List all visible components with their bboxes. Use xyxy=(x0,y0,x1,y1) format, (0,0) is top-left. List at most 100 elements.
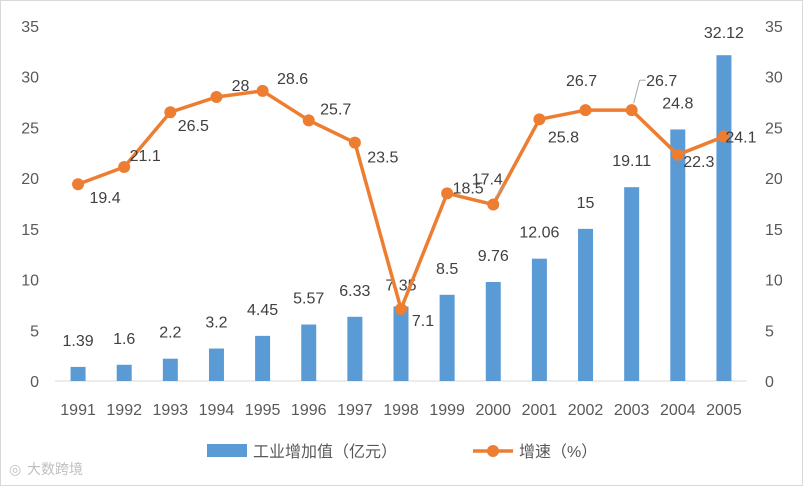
right-tick-label: 25 xyxy=(765,120,783,137)
line-data-label: 26.7 xyxy=(566,73,597,90)
label-leader-line xyxy=(494,184,506,198)
line-data-label: 26.5 xyxy=(178,118,209,135)
x-tick-label: 1996 xyxy=(291,402,327,419)
right-tick-label: 35 xyxy=(765,19,783,36)
line-point xyxy=(348,136,361,149)
legend-line-marker xyxy=(487,445,499,457)
bar xyxy=(439,294,455,381)
line-data-label: 25.8 xyxy=(548,129,579,146)
line-point xyxy=(210,91,223,103)
x-tick-label: 2003 xyxy=(614,402,650,419)
x-tick-label: 1995 xyxy=(245,402,281,419)
line-data-label: 23.5 xyxy=(367,150,398,167)
x-tick-label: 1998 xyxy=(383,402,419,419)
x-axis-ticks: 1991 1992 1993 1994 1995 1996 1997 1998 1999 2000… xyxy=(60,402,742,419)
line-data-labels: 19.4 21.1 26.5 28 28.6 25.7 23.5 7.1 18.517.4 25.… xyxy=(89,71,756,330)
right-axis-ticks: 0 5 10 15 20 25 30 35 xyxy=(765,19,783,391)
line-point xyxy=(487,198,500,211)
left-tick-label: 10 xyxy=(21,273,39,290)
bar xyxy=(485,282,501,381)
legend-line-label: 增速（%） xyxy=(519,443,597,461)
left-tick-label: 0 xyxy=(30,374,39,391)
line-data-label: 7.1 xyxy=(412,313,434,330)
bar-data-labels: 1.39 1.6 2.23.24.455.57 6.33 7.358.59.7612.0… xyxy=(62,25,744,350)
right-tick-label: 15 xyxy=(765,222,783,239)
x-tick-label: 1994 xyxy=(199,402,235,419)
line-data-label: 22.3 xyxy=(683,154,714,171)
line-series xyxy=(72,84,730,315)
x-tick-label: 1997 xyxy=(337,402,373,419)
line-point xyxy=(717,130,730,143)
bar xyxy=(347,316,363,381)
left-tick-label: 20 xyxy=(21,171,39,188)
bar xyxy=(624,187,640,381)
legend-bar-swatch xyxy=(207,444,247,457)
right-tick-label: 10 xyxy=(765,273,783,290)
left-tick-label: 35 xyxy=(21,19,39,36)
x-tick-label: 1991 xyxy=(60,402,96,419)
bar xyxy=(162,358,178,381)
right-tick-label: 20 xyxy=(765,171,783,188)
bar-data-label: 6.33 xyxy=(339,283,370,300)
line-point xyxy=(441,187,454,200)
bar-data-label: 24.8 xyxy=(662,95,693,112)
line-data-label: 25.7 xyxy=(320,101,351,118)
bar xyxy=(531,258,547,381)
label-leader-line xyxy=(633,80,641,104)
line-point xyxy=(72,178,85,191)
bar xyxy=(716,55,732,382)
right-tick-label: 5 xyxy=(765,323,774,340)
x-tick-label: 2002 xyxy=(568,402,604,419)
bar xyxy=(393,306,409,381)
bar-data-label: 3.2 xyxy=(205,315,227,332)
bar-data-label: 32.12 xyxy=(704,25,744,42)
right-tick-label: 30 xyxy=(765,70,783,87)
x-tick-label: 2001 xyxy=(522,402,558,419)
left-tick-label: 25 xyxy=(21,120,39,137)
legend-bar-label: 工业增加值（亿元） xyxy=(253,443,397,461)
line-point xyxy=(118,160,131,173)
line-point xyxy=(533,113,546,126)
x-tick-label: 1999 xyxy=(429,402,465,419)
left-tick-label: 15 xyxy=(21,222,39,239)
line-data-label: 17.4 xyxy=(472,172,503,189)
bar-data-label: 1.6 xyxy=(113,331,135,348)
bar-data-label: 8.5 xyxy=(436,261,458,278)
line-point xyxy=(671,148,684,161)
line-point xyxy=(395,302,407,315)
x-tick-label: 1993 xyxy=(153,402,189,419)
bar xyxy=(255,335,271,381)
bar-data-label: 15 xyxy=(577,195,595,212)
line-point xyxy=(302,114,315,127)
x-tick-label: 2004 xyxy=(660,402,696,419)
bar xyxy=(208,348,224,381)
x-tick-label: 2000 xyxy=(475,402,511,419)
line-point xyxy=(256,84,269,97)
line-data-label: 28 xyxy=(232,78,250,95)
line-point xyxy=(579,104,592,117)
bar-data-label: 12.06 xyxy=(519,225,559,242)
line-point xyxy=(625,104,638,117)
line-data-label: 18.5 xyxy=(453,180,484,197)
bar-data-label: 5.57 xyxy=(293,291,324,308)
left-tick-label: 5 xyxy=(30,323,39,340)
bar xyxy=(70,366,86,381)
left-tick-label: 30 xyxy=(21,70,39,87)
bar-series xyxy=(70,55,732,382)
bar xyxy=(301,324,317,381)
watermark-text: 大数跨境 xyxy=(27,461,83,477)
x-tick-label: 1992 xyxy=(106,402,142,419)
line-data-label: 26.7 xyxy=(646,73,677,90)
line-data-label: 19.4 xyxy=(89,190,120,207)
bar-data-label: 2.2 xyxy=(159,325,181,342)
watermark: ◎ 大数跨境 xyxy=(9,461,83,477)
line-data-label: 24.1 xyxy=(725,130,756,147)
line-data-label: 28.6 xyxy=(277,71,308,88)
left-axis-ticks: 0 5 10 15 20 25 30 35 xyxy=(21,19,39,391)
bar-data-label: 19.11 xyxy=(612,153,651,170)
watermark-icon: ◎ xyxy=(9,461,21,477)
legend: 工业增加值（亿元） 增速（%） xyxy=(207,443,597,461)
bar-data-label: 4.45 xyxy=(247,302,278,319)
